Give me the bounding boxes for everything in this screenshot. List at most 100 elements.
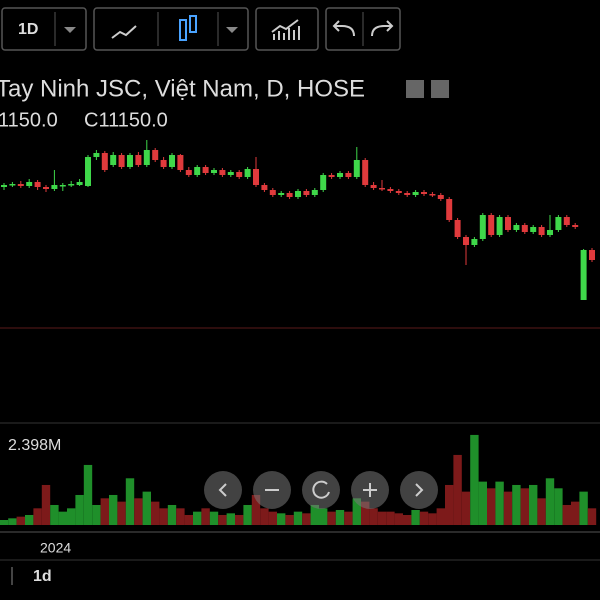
candle-body <box>93 153 100 157</box>
candle-body <box>463 237 469 245</box>
volume-bar <box>176 508 185 525</box>
volume-bar <box>411 509 420 525</box>
volume-bar <box>520 488 529 525</box>
volume-bar <box>470 434 479 525</box>
candle-body <box>311 190 318 195</box>
volume-bar <box>201 508 210 525</box>
close-value: C11150.0 <box>84 109 168 131</box>
volume-bar <box>209 511 219 525</box>
candle-body <box>345 173 352 177</box>
reset[interactable] <box>302 471 340 509</box>
volume-bar <box>571 501 580 525</box>
candle-body <box>547 230 553 235</box>
volume-bar <box>125 478 135 525</box>
candle-body <box>253 169 259 185</box>
candle-body <box>43 187 49 189</box>
volume-bar <box>41 484 51 525</box>
volume-bar <box>445 484 454 525</box>
volume-bar <box>277 513 286 525</box>
range-label[interactable]: 1d <box>33 568 52 585</box>
candle-body <box>437 195 444 199</box>
volume-bar <box>159 508 168 525</box>
candle-body <box>530 227 537 232</box>
candle-body <box>379 188 385 190</box>
volume-bar <box>184 514 193 525</box>
volume-bar <box>0 519 9 525</box>
candle-body <box>538 227 545 235</box>
volume-bar <box>58 511 67 525</box>
volume-bar <box>394 513 403 525</box>
volume-bar <box>377 511 387 525</box>
candle-body <box>328 175 335 177</box>
settings-icon[interactable] <box>431 80 449 98</box>
volume-bar <box>33 508 42 525</box>
candle-body <box>85 157 91 186</box>
indicators-icon <box>271 19 300 40</box>
eye-icon[interactable] <box>406 80 424 98</box>
candle-body <box>446 199 453 220</box>
candle-body <box>26 182 33 186</box>
candle-body <box>9 184 16 186</box>
candle-body <box>370 185 377 188</box>
volume-bar <box>335 509 345 525</box>
undo-icon <box>332 20 355 37</box>
volume-bar <box>293 511 303 525</box>
candle-body <box>101 153 108 170</box>
candle-body <box>488 215 495 235</box>
candle-body <box>471 239 478 245</box>
candle-body <box>211 170 217 173</box>
candle-body <box>227 172 234 175</box>
volume-bar <box>453 454 462 525</box>
candle-body <box>395 191 402 193</box>
volume-bars <box>0 434 597 525</box>
reset-icon <box>312 480 330 499</box>
volume-bar <box>386 511 395 525</box>
scroll-right[interactable] <box>400 471 438 509</box>
volume-bar <box>361 501 370 525</box>
candle-body <box>505 217 511 230</box>
scroll-left[interactable] <box>204 471 242 509</box>
chart-style-button[interactable] <box>93 7 249 51</box>
candle-body <box>177 155 184 170</box>
volume-bar <box>75 494 84 525</box>
candle-body <box>76 182 83 185</box>
volume-bar <box>92 504 101 525</box>
interval-button[interactable] <box>1 7 87 51</box>
volume-bar <box>167 504 177 525</box>
candle-body <box>269 190 276 195</box>
candle-body <box>320 175 327 190</box>
volume-bar <box>310 504 319 525</box>
volume-bar <box>495 481 504 525</box>
candle-body <box>412 192 419 195</box>
candle-body <box>152 150 159 160</box>
symbol-title: Tay Ninh JSC, Việt Nam, D, HOSE <box>0 75 365 102</box>
candle-body <box>421 192 427 194</box>
candle-body <box>185 170 192 175</box>
candle-body <box>295 191 301 197</box>
candle-body <box>51 185 58 189</box>
candle-body <box>496 217 503 235</box>
volume-bar <box>537 498 546 525</box>
candle-body <box>278 193 285 195</box>
volume-bar <box>403 514 412 525</box>
candle-body <box>286 193 293 197</box>
candle-body <box>303 191 310 195</box>
volume-bar <box>218 514 227 525</box>
volume-bar <box>503 491 513 525</box>
candle-body <box>34 182 41 187</box>
volume-bar <box>83 464 93 525</box>
volume-bar <box>235 514 244 525</box>
candle-body <box>127 155 133 167</box>
volume-bar <box>251 494 261 525</box>
candle-body <box>68 184 75 186</box>
volume-bar <box>369 508 378 525</box>
volume-bar <box>436 508 445 525</box>
volume-bar <box>579 491 588 525</box>
volume-bar <box>327 511 336 525</box>
volume-bar <box>50 504 59 525</box>
volume-bar <box>243 504 252 525</box>
interval-label: 1D <box>18 21 38 38</box>
candle-body <box>563 217 570 225</box>
